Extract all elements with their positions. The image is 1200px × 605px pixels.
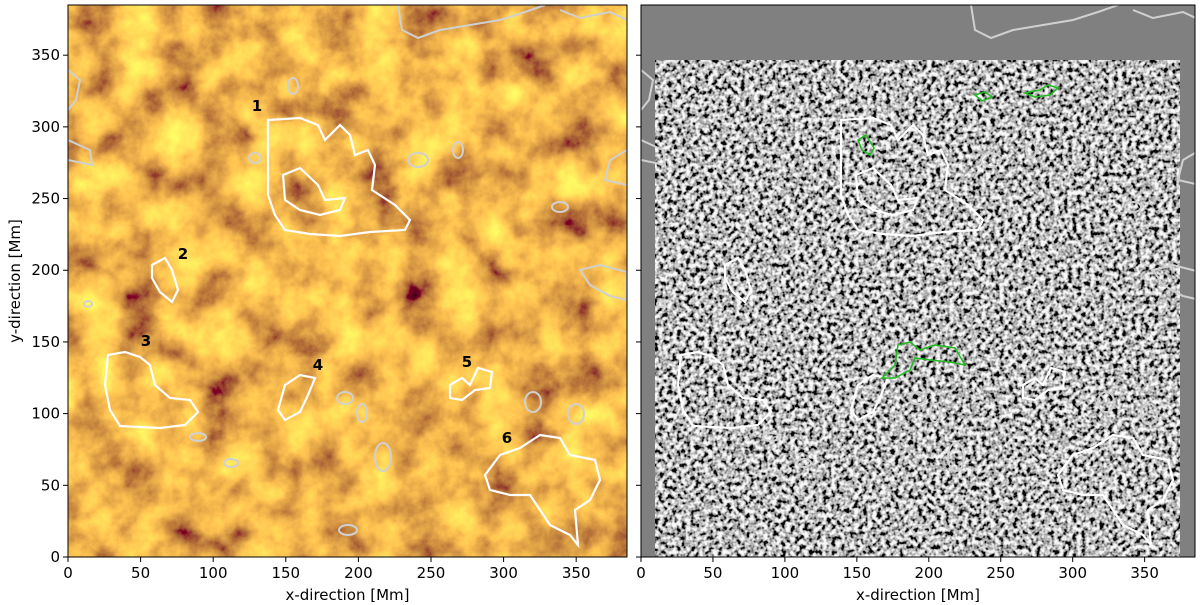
x-tick-label: 250 [986, 564, 1015, 582]
x-tick-label: 50 [131, 564, 150, 582]
x-tick-label: 100 [771, 564, 800, 582]
axes-frame [67, 4, 628, 558]
region-label: 2 [178, 245, 188, 263]
region-label: 5 [462, 353, 472, 371]
x-tick-label: 350 [1130, 564, 1159, 582]
x-tick-label: 250 [417, 564, 446, 582]
x-tick-label: 150 [271, 564, 300, 582]
y-axis-label: y-direction [Mm] [6, 219, 24, 343]
y-tick-label: 350 [31, 46, 60, 64]
y-tick-label: 300 [31, 118, 60, 136]
x-tick-label: 100 [199, 564, 228, 582]
x-tick-label: 200 [344, 564, 373, 582]
euv-image [68, 5, 627, 557]
region-label: 4 [313, 356, 323, 374]
x-axis-label: x-direction [Mm] [285, 586, 409, 604]
x-tick-label: 300 [1058, 564, 1087, 582]
axes-frame [640, 4, 1196, 558]
x-axis-label: x-direction [Mm] [856, 586, 980, 604]
y-tick-label: 50 [41, 476, 60, 494]
x-tick-label: 0 [63, 564, 73, 582]
x-tick-label: 50 [703, 564, 722, 582]
region-label: 1 [252, 97, 262, 115]
y-tick-label: 200 [31, 261, 60, 279]
magnetogram-image [641, 5, 1195, 557]
region-label: 6 [502, 429, 512, 447]
x-tick-label: 300 [489, 564, 518, 582]
x-tick-label: 350 [562, 564, 591, 582]
y-tick-label: 250 [31, 190, 60, 208]
y-tick-label: 150 [31, 333, 60, 351]
x-tick-label: 200 [914, 564, 943, 582]
y-tick-label: 100 [31, 405, 60, 423]
x-tick-label: 0 [636, 564, 646, 582]
y-tick-label: 0 [50, 548, 60, 566]
region-label: 3 [141, 332, 151, 350]
x-tick-label: 150 [843, 564, 872, 582]
